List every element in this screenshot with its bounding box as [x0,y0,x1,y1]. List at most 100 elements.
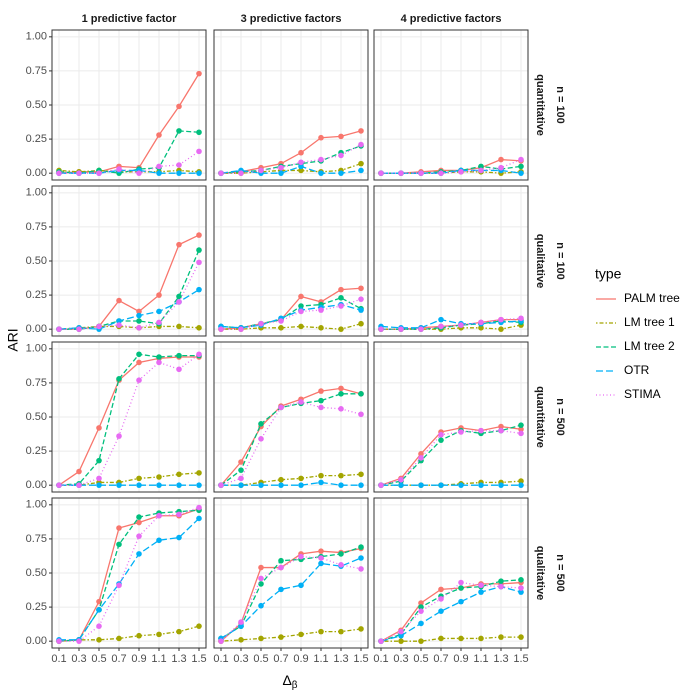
series-point [238,326,244,332]
series-line [58,625,200,642]
series-line [59,169,199,174]
series-point [96,475,102,482]
legend-title: type [595,266,622,282]
series-point [258,602,264,609]
series-point [498,156,504,163]
series-point [298,399,304,405]
series-point [338,562,344,568]
x-tick-label: 1.1 [473,653,488,665]
series-point [438,596,444,602]
series-point [76,170,82,176]
series-point [338,628,344,635]
series-point [156,292,162,298]
series-point [196,504,202,511]
series-point [258,436,264,442]
series-line [220,401,362,486]
x-tick-label: 0.1 [373,653,388,665]
series-line [221,481,361,486]
series-point [418,638,424,644]
series-point [176,299,182,305]
series-point [518,156,524,163]
panel-border [373,497,529,649]
series-line [59,249,200,330]
series-point [176,293,182,300]
series-line [58,169,200,173]
series-point [338,286,344,293]
series-point [218,482,224,488]
series-point [358,320,364,327]
series-point [498,578,504,584]
series-point [278,318,284,324]
series-line [381,169,522,174]
series-point [238,170,244,176]
legend-label: LM tree 1 [624,315,675,329]
series-point [278,170,284,176]
series-point [258,167,264,174]
series-point [176,482,182,488]
x-tick-label: 0.7 [273,653,288,665]
series-point [298,293,304,300]
series-point [338,152,344,159]
series-point [438,482,444,488]
y-tick-label: 0.50 [26,99,47,111]
series-point [438,635,444,642]
series-point [298,167,304,174]
series-point [458,598,464,605]
y-tick-label: 0.25 [26,289,47,301]
series-point [518,422,524,428]
series-point [358,307,364,313]
series-point [218,326,224,332]
series-line [380,585,522,642]
series-point [318,325,324,331]
series-point [418,170,424,176]
series-point [278,564,284,571]
series-point [358,544,364,550]
panel-border [213,185,369,337]
series-line [220,546,362,640]
series-line [58,508,200,642]
row-strip: n = 500 [554,398,566,436]
series-point [458,322,464,328]
series-point [176,170,182,176]
y-axis-label: ARI [5,328,21,351]
series-point [176,366,182,373]
series-line [221,323,362,330]
column-strip: 1 predictive factor [82,13,177,25]
series-point [338,391,344,397]
series-point [56,638,62,644]
series-point [136,351,142,358]
series-line [220,393,361,486]
series-point [76,468,82,475]
series-point [136,475,142,482]
series-point [438,586,444,593]
series-point [196,129,202,136]
series-point [458,635,464,642]
series-line [58,289,200,330]
series-point [518,478,524,484]
series-point [358,285,364,292]
series-point [398,170,404,176]
series-point [498,326,504,332]
series-point [518,585,524,591]
series-point [156,631,162,638]
series-point [478,589,484,595]
series-point [398,638,404,644]
series-point [418,482,424,488]
y-tick-label: 0.00 [26,167,47,179]
series-point [358,411,364,418]
series-point [478,582,484,589]
series-point [136,482,142,488]
series-line [59,262,200,330]
series-point [96,170,102,176]
y-tick-label: 0.75 [26,221,47,233]
series-point [478,482,484,488]
series-point [518,634,524,640]
series-point [196,232,202,238]
series-point [278,164,284,171]
series-point [278,325,284,331]
series-point [116,482,122,488]
panel-border [373,341,529,493]
series-point [116,376,122,382]
series-point [116,297,122,304]
series-point [196,70,202,77]
